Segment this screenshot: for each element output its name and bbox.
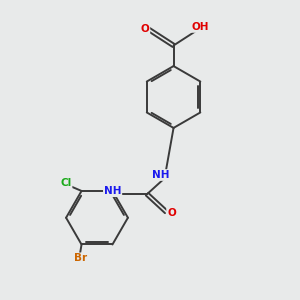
Text: O: O (141, 24, 149, 34)
Text: NH: NH (152, 170, 169, 180)
Text: Br: Br (74, 253, 87, 263)
Text: NH: NH (104, 186, 122, 196)
Text: Cl: Cl (60, 178, 72, 188)
Text: OH: OH (191, 22, 209, 32)
Text: O: O (167, 208, 176, 218)
